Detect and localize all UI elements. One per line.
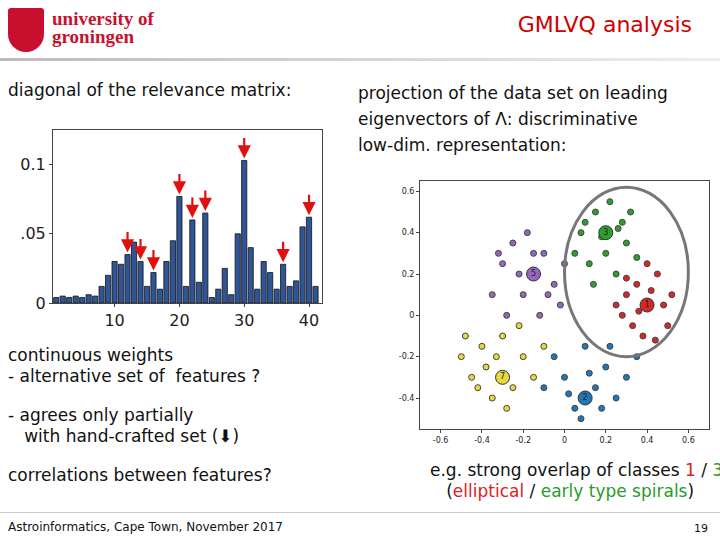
svg-text:3: 3	[603, 228, 608, 237]
html-text:low-dim. representation:: low-dim. representation:	[358, 135, 567, 155]
svg-text:10: 10	[104, 311, 124, 330]
svg-text:-0.2: -0.2	[399, 352, 415, 361]
svg-text:0.4: 0.4	[641, 436, 654, 445]
svg-text:-0.4: -0.4	[474, 436, 490, 445]
svg-text:7: 7	[500, 372, 505, 381]
svg-text:0.2: 0.2	[402, 270, 415, 279]
html-text:- agrees only partially: - agrees only partially	[8, 405, 194, 425]
svg-text:0.6: 0.6	[682, 436, 695, 445]
svg-text:-0.6: -0.6	[433, 436, 449, 445]
svg-text:0: 0	[409, 311, 414, 320]
html-text:GMLVQ analysis: GMLVQ analysis	[517, 12, 692, 37]
html-text:correlations between features?: correlations between features?	[8, 465, 272, 485]
svg-text:0.1: 0.1	[20, 155, 45, 174]
svg-text:0: 0	[562, 436, 567, 445]
html-text:diagonal of the relevance matr: diagonal of the relevance matrix:	[8, 80, 292, 100]
svg-text:2: 2	[583, 393, 588, 402]
svg-text:30: 30	[234, 311, 254, 330]
html-text:with hand-crafted set (⬇): with hand-crafted set (⬇)	[8, 426, 240, 446]
svg-text:-0.2: -0.2	[515, 436, 531, 445]
html-text:university of: university of	[52, 8, 154, 29]
html-text:19: 19	[694, 522, 708, 535]
html-text:(elliptical / early type spira: (elliptical / early type spirals)	[430, 481, 695, 501]
svg-text:40: 40	[299, 311, 319, 330]
html-text:- alternative set of features: - alternative set of features ?	[8, 366, 261, 386]
svg-text:0: 0	[36, 294, 46, 313]
svg-text:1: 1	[645, 300, 650, 309]
html-text:continuous weights: continuous weights	[8, 345, 174, 365]
html-text:groningen: groningen	[52, 26, 134, 47]
html-text:Astroinformatics, Cape Town, N: Astroinformatics, Cape Town, November 20…	[8, 520, 283, 534]
svg-text:0.2: 0.2	[599, 436, 612, 445]
svg-text:0.4: 0.4	[402, 228, 415, 237]
svg-text:.05: .05	[20, 224, 45, 243]
svg-text:5: 5	[531, 269, 536, 278]
html-text:eigenvectors of Λ: discriminat: eigenvectors of Λ: discriminative	[358, 109, 638, 129]
html-text:projection of the data set on: projection of the data set on leading	[358, 83, 668, 103]
svg-text:20: 20	[169, 311, 189, 330]
svg-text:-0.4: -0.4	[399, 394, 415, 403]
html-text:e.g. strong overlap of classes: e.g. strong overlap of classes 1 /	[430, 460, 713, 480]
svg-text:0.6: 0.6	[402, 187, 415, 196]
